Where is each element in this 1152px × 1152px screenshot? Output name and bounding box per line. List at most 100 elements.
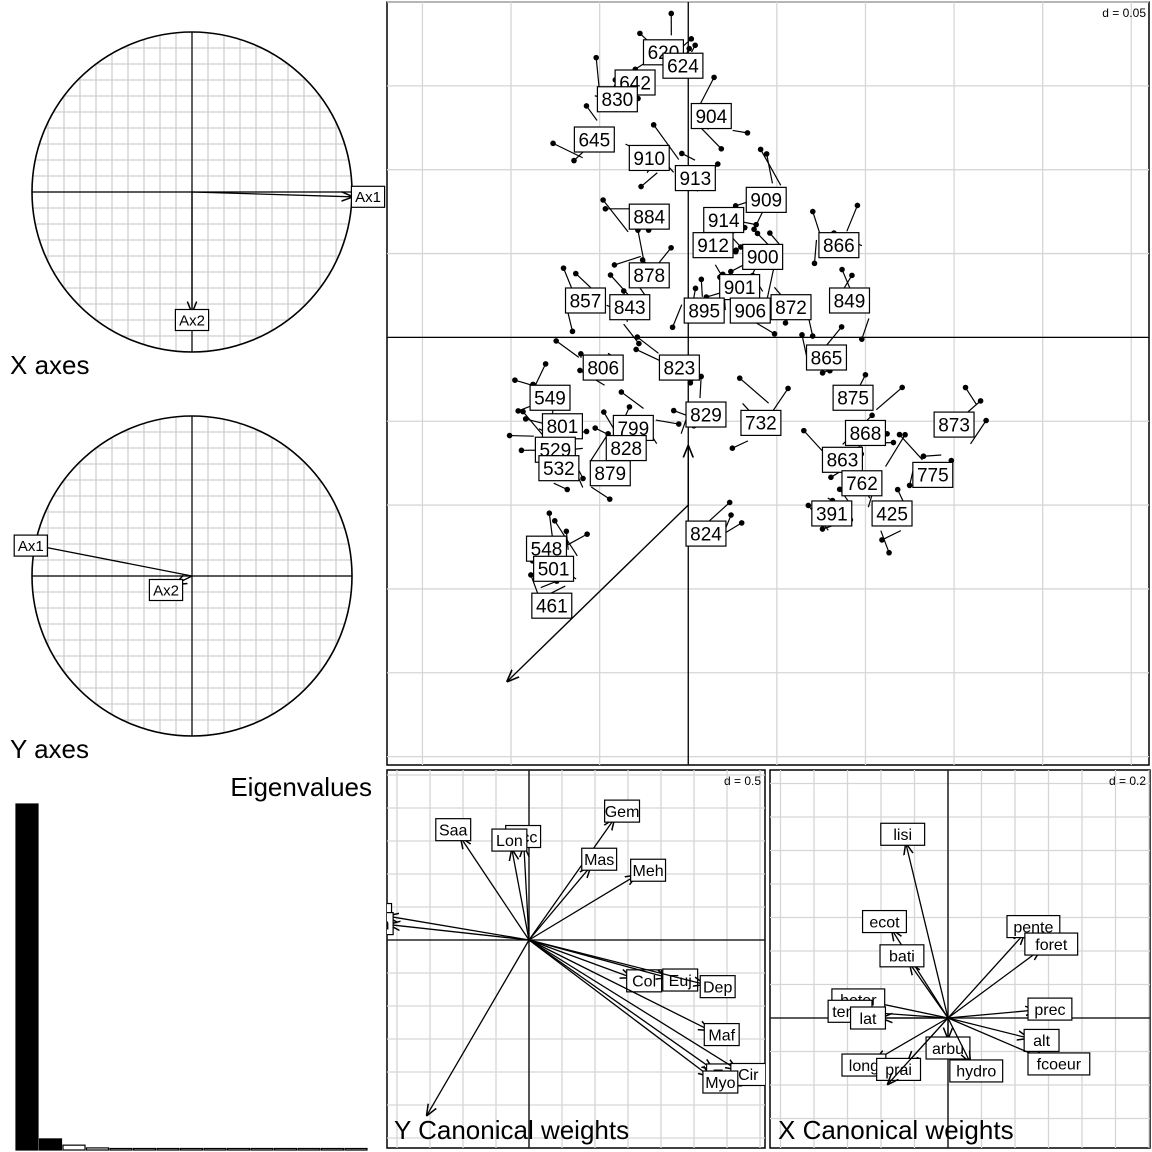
site-label-box — [933, 411, 975, 438]
site-label: 775 — [917, 466, 949, 487]
site-link — [899, 434, 923, 461]
axis-label: Ax2 — [179, 312, 205, 329]
site-point — [894, 486, 901, 493]
site-label: 873 — [938, 415, 970, 436]
site-point — [754, 230, 761, 237]
site-label-box — [582, 354, 624, 381]
site-point — [520, 408, 526, 415]
site-label-box — [828, 287, 871, 314]
site-link — [760, 149, 782, 186]
weight-label: Dep — [703, 979, 732, 996]
site-link — [540, 580, 558, 589]
site-label: 548 — [531, 540, 563, 561]
site-point — [687, 380, 694, 386]
site-link — [824, 326, 843, 348]
x-weights-scale: d = 0.2 — [1109, 774, 1146, 788]
site-link — [970, 420, 987, 445]
axis-arrow — [37, 546, 193, 577]
site-label-box — [841, 470, 883, 497]
site-point — [518, 447, 525, 454]
weight-arrow — [947, 934, 1024, 1019]
eigenvalue-bar — [132, 1147, 157, 1151]
site-point — [593, 54, 599, 61]
site-label-box — [703, 206, 745, 234]
site-label: 645 — [578, 130, 610, 151]
site-link — [614, 255, 641, 266]
site-link — [699, 126, 722, 150]
weight-label: bati — [889, 949, 915, 966]
weight-label-box — [1027, 997, 1073, 1021]
site-point — [542, 361, 549, 367]
site-label-box — [573, 126, 615, 153]
site-point — [757, 146, 764, 153]
weight-label-box — [925, 1036, 971, 1060]
site-point — [600, 197, 606, 203]
site-link — [881, 530, 902, 541]
axis-label: Ax1 — [355, 189, 381, 206]
site-link — [965, 387, 978, 405]
site-link — [552, 142, 583, 159]
weight-arrow — [528, 819, 614, 941]
weight-label-box — [949, 1059, 1004, 1083]
site-point — [838, 324, 845, 330]
site-label: 912 — [697, 236, 729, 257]
site-point — [809, 333, 816, 339]
site-point — [862, 372, 869, 378]
site-point — [733, 247, 739, 254]
weight-label-box — [703, 1022, 740, 1047]
site-label-box — [628, 144, 670, 172]
site-label: 829 — [690, 405, 722, 426]
site-point — [828, 474, 834, 481]
site-label: 849 — [834, 291, 866, 312]
site-link — [637, 230, 646, 265]
main-panel-frame — [386, 1, 1150, 766]
site-label-box — [690, 102, 732, 130]
site-label-box — [745, 186, 787, 213]
site-point — [726, 499, 733, 506]
site-point — [515, 408, 521, 414]
site-link — [589, 433, 609, 463]
site-label-box — [674, 164, 716, 192]
site-point — [611, 262, 618, 268]
weight-label: lat — [860, 1011, 877, 1028]
site-point — [714, 161, 721, 167]
weight-label: Saa — [439, 822, 468, 839]
eigenvalue-bar — [85, 1147, 110, 1151]
site-link — [739, 377, 770, 404]
site-point — [637, 30, 643, 37]
site-point — [669, 324, 676, 331]
site-label: 879 — [594, 464, 626, 485]
site-link — [766, 267, 775, 300]
site-point — [811, 260, 818, 267]
site-point — [728, 512, 734, 518]
site-label: 909 — [750, 191, 782, 212]
site-link — [861, 318, 870, 340]
site-point — [839, 266, 845, 273]
eigenvalue-bar — [179, 1147, 204, 1151]
site-link — [700, 279, 703, 297]
site-point — [977, 398, 984, 404]
site-label-box — [628, 203, 670, 230]
site-label-box — [685, 401, 727, 428]
weight-label: Maf — [708, 1027, 735, 1044]
weight-arrow — [528, 939, 631, 977]
site-point — [512, 377, 518, 383]
site-point — [805, 502, 812, 509]
site-point — [771, 331, 778, 337]
site-point — [686, 45, 693, 52]
site-point — [692, 285, 699, 292]
site-label-box — [564, 287, 607, 314]
site-label-box — [529, 384, 571, 411]
eigenvalues-bars — [15, 803, 368, 1151]
site-label-box — [832, 384, 874, 411]
weight-label: Meh — [633, 863, 664, 880]
weight-label-box — [880, 822, 926, 846]
site-point — [849, 272, 855, 279]
weight-label-box — [702, 1070, 739, 1094]
site-point — [626, 404, 633, 410]
axis-label-box — [148, 578, 184, 602]
site-link — [813, 239, 818, 264]
axis-label: Ax2 — [153, 582, 179, 599]
weight-arrow — [947, 1017, 1028, 1038]
site-label-box — [531, 592, 573, 619]
